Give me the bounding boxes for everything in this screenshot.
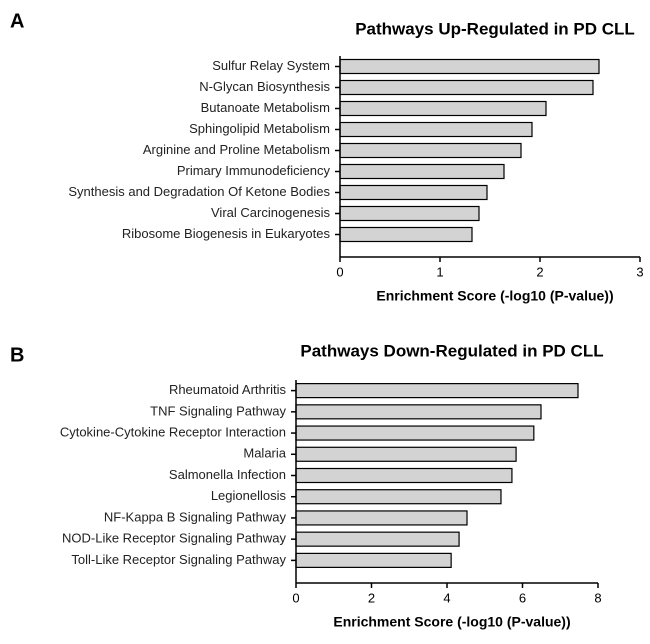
chart-title: Pathways Up-Regulated in PD CLL	[355, 19, 635, 38]
bar	[339, 142, 522, 159]
y-tick-label: Legionellosis	[211, 488, 287, 503]
y-tick-label: Toll-Like Receptor Signaling Pathway	[71, 552, 286, 567]
x-tick-label: 8	[594, 590, 601, 605]
y-tick-label: Ribosome Biogenesis in Eukaryotes	[122, 226, 331, 241]
y-tick-label: Sulfur Relay System	[212, 58, 330, 73]
x-tick-label: 1	[436, 264, 443, 279]
x-axis-label: Enrichment Score (-log10 (P-value))	[376, 288, 613, 304]
y-tick-label: N-Glycan Biosynthesis	[199, 79, 330, 94]
bar	[295, 552, 452, 568]
bar	[295, 489, 502, 505]
bar	[295, 404, 542, 420]
bar	[295, 446, 517, 462]
bar	[295, 383, 579, 399]
x-tick-label: 2	[368, 590, 375, 605]
panel-label: A	[10, 10, 24, 32]
x-axis-label: Enrichment Score (-log10 (P-value))	[333, 614, 570, 630]
bar	[295, 467, 513, 484]
y-tick-label: Sphingolipid Metabolism	[189, 121, 330, 136]
bar	[339, 100, 547, 117]
y-tick-label: Primary Immunodeficiency	[177, 163, 331, 178]
y-tick-label: Cytokine-Cytokine Receptor Interaction	[60, 424, 286, 439]
bar	[339, 226, 473, 243]
y-tick-label: Synthesis and Degradation Of Ketone Bodi…	[68, 184, 330, 199]
bar	[339, 121, 533, 138]
y-tick-label: Arginine and Proline Metabolism	[143, 142, 330, 157]
bar	[339, 58, 600, 75]
y-tick-label: Salmonella Infection	[169, 467, 286, 482]
x-tick-label: 0	[292, 590, 299, 605]
x-tick-label: 4	[443, 590, 450, 605]
y-tick-label: Viral Carcinogenesis	[211, 205, 330, 220]
x-tick-label: 3	[636, 264, 643, 279]
y-tick-label: Rheumatoid Arthritis	[169, 382, 287, 397]
bar	[295, 425, 535, 441]
bar	[295, 531, 460, 547]
bar	[339, 79, 594, 96]
bar	[295, 510, 468, 526]
y-tick-label: TNF Signaling Pathway	[150, 403, 286, 418]
y-tick-label: NOD-Like Receptor Signaling Pathway	[62, 531, 286, 546]
x-tick-label: 6	[519, 590, 526, 605]
x-tick-label: 0	[336, 264, 343, 279]
y-tick-label: Malaria	[243, 446, 286, 461]
panel-label: B	[10, 344, 24, 366]
bar	[339, 184, 488, 201]
bar	[339, 205, 480, 222]
y-tick-label: Butanoate Metabolism	[201, 100, 330, 115]
chart-title: Pathways Down-Regulated in PD CLL	[300, 341, 603, 360]
x-tick-label: 2	[536, 264, 543, 279]
y-tick-label: NF-Kappa B Signaling Pathway	[104, 509, 287, 524]
bar	[339, 163, 505, 180]
